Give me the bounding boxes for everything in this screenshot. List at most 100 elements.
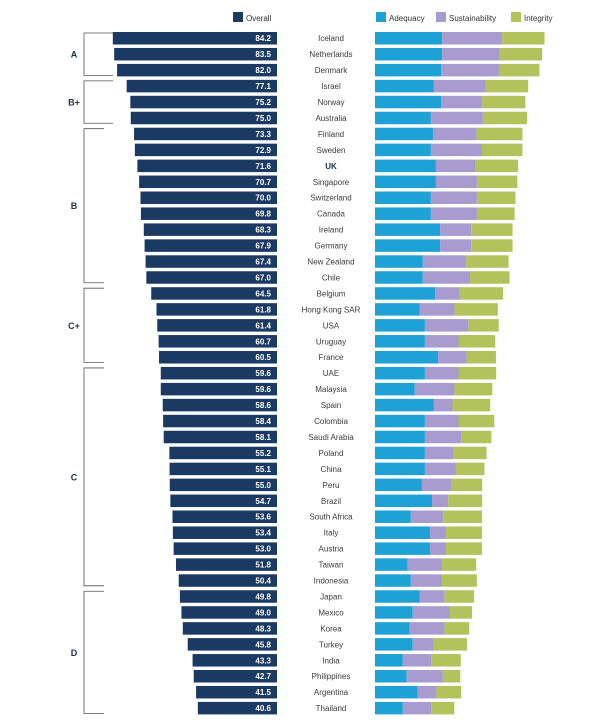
sustainability-bar-argentina (417, 685, 437, 699)
row-belgium: 64.5 Belgium (151, 287, 504, 300)
country-label-chile: Chile (322, 273, 341, 282)
sustainability-bar-chile (422, 271, 470, 284)
adequacy-bar-spain (375, 398, 434, 412)
row-australia: 75.0 Australia (130, 111, 528, 125)
overall-bar-thailand (197, 701, 277, 715)
integrity-bar-ireland (471, 223, 513, 236)
overall-bar-philippines (193, 670, 277, 683)
overall-bar-peru (169, 478, 277, 492)
overall-value-austria: 53.0 (255, 545, 271, 554)
integrity-bar-peru (451, 478, 483, 492)
overall-value-singapore: 70.7 (255, 178, 271, 187)
adequacy-bar-ireland (375, 223, 441, 236)
overall-value-peru: 55.0 (255, 481, 271, 490)
overall-bar-italy (172, 526, 277, 539)
row-norway: 75.2 Norway (130, 95, 526, 109)
overall-value-italy: 53.4 (255, 529, 271, 538)
row-poland: 55.2 Poland (169, 446, 487, 460)
overall-bar-china (169, 462, 277, 476)
country-label-peru: Peru (323, 481, 340, 490)
sustainability-bar-iceland (442, 32, 503, 45)
sustainability-bar-uk (435, 159, 476, 173)
sustainability-bar-singapore (435, 175, 477, 189)
overall-bar-israel (126, 79, 277, 93)
sustainability-bar-hong-kong-sar (419, 303, 455, 316)
row-malaysia: 59.6 Malaysia (160, 382, 493, 396)
row-colombia: 58.4 Colombia (163, 414, 495, 428)
integrity-bar-france (466, 351, 496, 364)
integrity-bar-china (455, 462, 485, 476)
overall-value-brazil: 54.7 (255, 497, 271, 506)
row-japan: 49.8 Japan (179, 590, 475, 603)
country-label-netherlands: Netherlands (309, 50, 352, 59)
sustainability-bar-france (438, 351, 467, 364)
overall-bar-usa (157, 319, 277, 332)
adequacy-bar-israel (375, 79, 434, 93)
adequacy-bar-japan (375, 590, 420, 603)
overall-bar-uae (160, 366, 277, 380)
overall-bar-iceland (112, 32, 277, 45)
overall-bar-taiwan (175, 558, 277, 571)
adequacy-bar-korea (375, 622, 410, 635)
integrity-bar-australia (482, 111, 528, 125)
overall-value-philippines: 42.7 (255, 672, 271, 681)
grade-bracket-cplus (83, 287, 104, 363)
sustainability-bar-israel (433, 79, 486, 93)
row-uae: 59.6 UAE (160, 366, 497, 380)
adequacy-bar-uruguay (375, 335, 425, 348)
country-label-canada: Canada (317, 210, 346, 219)
adequacy-bar-uk (375, 159, 436, 173)
sustainability-bar-norway (441, 95, 483, 109)
adequacy-bar-saudi-arabia (375, 430, 425, 444)
sustainability-bar-sweden (430, 143, 482, 157)
row-france: 60.5 France (159, 351, 496, 364)
integrity-bar-new-zealand (466, 255, 509, 268)
legend: Overall Adequacy Sustainability Integrit… (233, 12, 552, 23)
grade-label-bplus: B+ (68, 98, 80, 108)
country-label-germany: Germany (315, 242, 348, 251)
country-label-china: China (321, 465, 342, 474)
overall-value-switzerland: 70.0 (255, 194, 271, 203)
integrity-bar-israel (485, 79, 529, 93)
country-label-argentina: Argentina (314, 688, 349, 697)
overall-value-usa: 61.4 (255, 321, 271, 330)
overall-value-china: 55.1 (255, 465, 271, 474)
country-label-hong-kong-sar: Hong Kong SAR (302, 305, 361, 314)
integrity-bar-malaysia (454, 382, 493, 396)
adequacy-bar-thailand (375, 701, 403, 715)
sustainability-bar-saudi-arabia (424, 430, 462, 444)
overall-bar-belgium (151, 287, 277, 300)
sustainability-bar-new-zealand (422, 255, 467, 268)
integrity-bar-argentina (436, 685, 462, 699)
sustainability-bar-italy (429, 526, 447, 539)
country-label-norway: Norway (317, 98, 344, 107)
country-label-india: India (322, 656, 340, 665)
row-spain: 58.6 Spain (162, 398, 491, 412)
country-label-philippines: Philippines (312, 672, 351, 681)
overall-bar-norway (130, 95, 277, 109)
overall-value-malaysia: 59.6 (255, 385, 271, 394)
overall-bar-brazil (170, 494, 277, 508)
country-label-sweden: Sweden (317, 146, 346, 155)
row-india: 43.3 India (192, 654, 461, 667)
overall-value-finland: 73.3 (255, 130, 271, 139)
adequacy-bar-india (375, 654, 403, 667)
overall-value-indonesia: 50.4 (255, 577, 271, 586)
adequacy-bar-colombia (375, 414, 425, 428)
adequacy-bar-malaysia (375, 382, 415, 396)
adequacy-bar-turkey (375, 638, 413, 651)
integrity-bar-brazil (448, 494, 483, 508)
overall-value-france: 60.5 (255, 353, 271, 362)
overall-bar-switzerland (140, 191, 277, 204)
overall-bar-spain (162, 398, 277, 412)
overall-bar-australia (130, 111, 277, 125)
grade-label-c: C (71, 472, 78, 482)
legend-label-adequacy: Adequacy (389, 14, 425, 23)
integrity-bar-norway (482, 95, 526, 109)
adequacy-bar-italy (375, 526, 430, 539)
row-thailand: 40.6 Thailand (197, 701, 455, 715)
integrity-bar-korea (444, 622, 470, 635)
adequacy-bar-iceland (375, 32, 443, 45)
country-label-spain: Spain (321, 401, 341, 410)
overall-value-saudi-arabia: 58.1 (255, 433, 271, 442)
